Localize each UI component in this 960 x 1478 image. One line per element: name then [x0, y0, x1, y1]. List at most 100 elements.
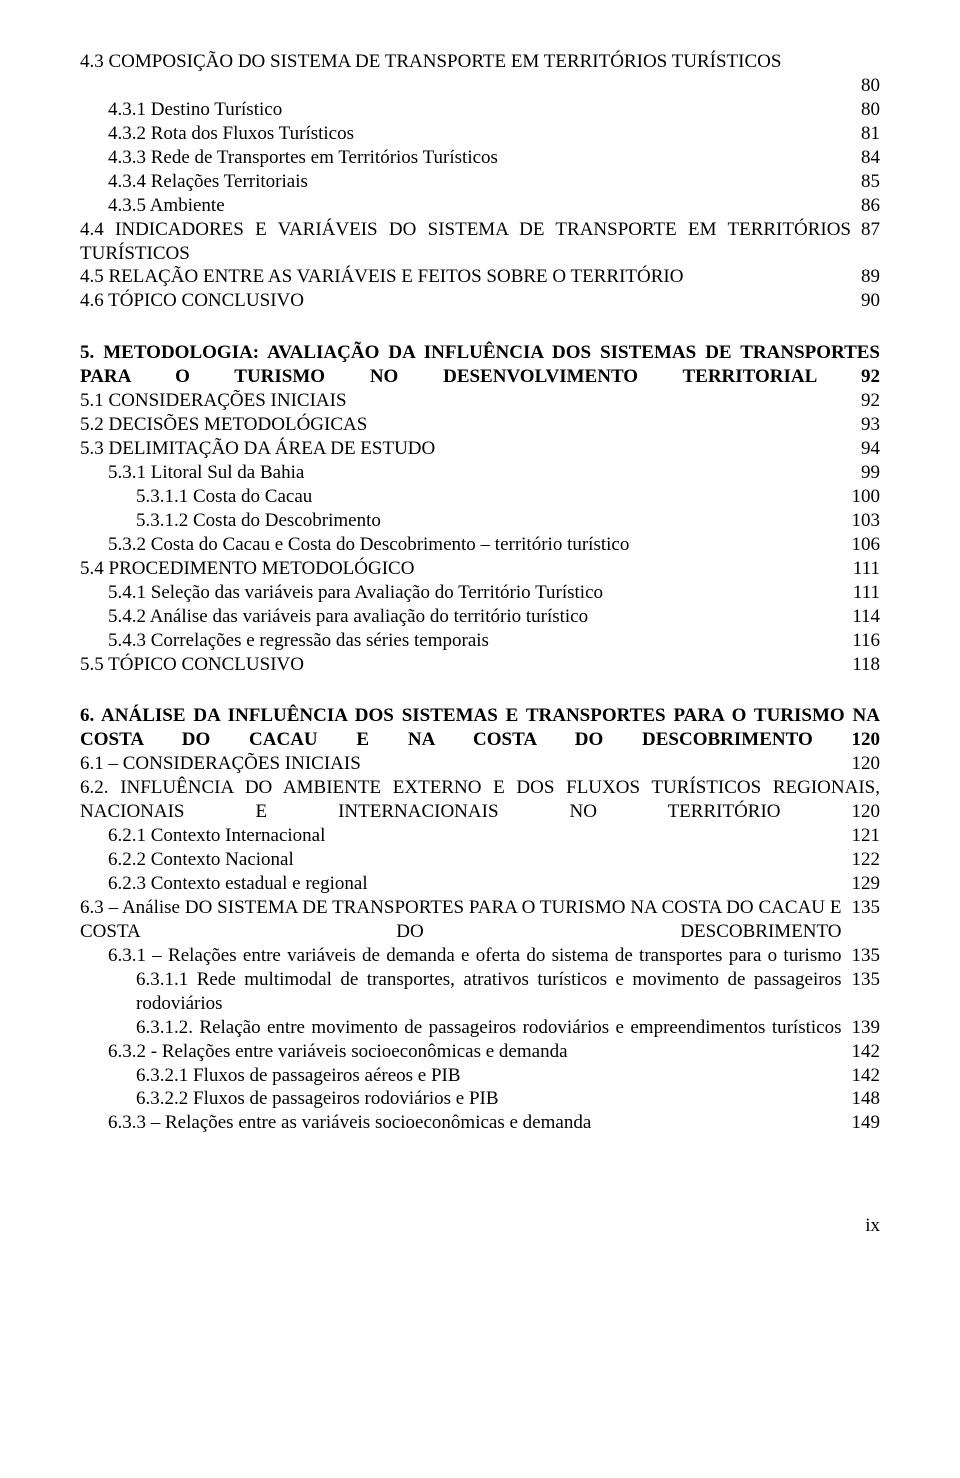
- toc-entry-page: 120: [842, 752, 881, 776]
- toc-entry: 5.1 CONSIDERAÇÕES INICIAIS92: [80, 389, 880, 413]
- toc-entry-label: 6.1 – CONSIDERAÇÕES INICIAIS: [80, 752, 842, 776]
- toc-entry-page: 111: [843, 581, 880, 605]
- toc-entry-label: 5.5 TÓPICO CONCLUSIVO: [80, 653, 842, 677]
- toc-entry-label: 6.2.2 Contexto Nacional: [108, 848, 842, 872]
- toc-entry: 5.4 PROCEDIMENTO METODOLÓGICO111: [80, 557, 880, 581]
- toc-entry: 6.3.2.2 Fluxos de passageiros rodoviário…: [80, 1087, 880, 1111]
- toc-entry: 5.4.3 Correlações e regressão das séries…: [80, 629, 880, 653]
- toc-entry-label: 4.3.2 Rota dos Fluxos Turísticos: [108, 122, 851, 146]
- toc-entry-page: 114: [842, 605, 880, 629]
- toc-entry: 5.2 DECISÕES METODOLÓGICAS93: [80, 413, 880, 437]
- toc-entry: 80: [80, 74, 880, 98]
- toc-entry: 5.4.1 Seleção das variáveis para Avaliaç…: [80, 581, 880, 605]
- toc-entry-page: 135: [842, 896, 881, 920]
- toc-entry-label: 5.4.2 Análise das variáveis para avaliaç…: [108, 605, 842, 629]
- toc-entry-label: 5.1 CONSIDERAÇÕES INICIAIS: [80, 389, 851, 413]
- toc-entry-label: 5.3.1.1 Costa do Cacau: [136, 485, 842, 509]
- toc-entry-label: 5. METODOLOGIA: AVALIAÇÃO DA INFLUÊNCIA …: [80, 341, 880, 389]
- toc-entry-page: 94: [851, 437, 880, 461]
- toc-entry-label: 4.5 RELAÇÃO ENTRE AS VARIÁVEIS E FEITOS …: [80, 265, 851, 289]
- toc-entry: 5.3.1 Litoral Sul da Bahia99: [80, 461, 880, 485]
- toc-entry-page: 92: [851, 389, 880, 413]
- toc-entry-page: 122: [842, 848, 881, 872]
- toc-entry-label: 4.3 COMPOSIÇÃO DO SISTEMA DE TRANSPORTE …: [80, 50, 880, 74]
- toc-entry-label: 6.2.1 Contexto Internacional: [108, 824, 842, 848]
- toc-section: 6. ANÁLISE DA INFLUÊNCIA DOS SISTEMAS E …: [80, 704, 880, 1135]
- toc-entry-page: 148: [842, 1087, 881, 1111]
- toc-entry-label: 6.3.1 – Relações entre variáveis de dema…: [108, 944, 842, 968]
- toc-entry-label: 4.6 TÓPICO CONCLUSIVO: [80, 289, 851, 313]
- toc-entry-page: 149: [842, 1111, 881, 1135]
- toc-entry: 5.4.2 Análise das variáveis para avaliaç…: [80, 605, 880, 629]
- toc-entry: 6.2.1 Contexto Internacional121: [80, 824, 880, 848]
- toc-entry: 4.3.2 Rota dos Fluxos Turísticos81: [80, 122, 880, 146]
- toc-entry: 4.6 TÓPICO CONCLUSIVO90: [80, 289, 880, 313]
- toc-entry-page: 135: [842, 968, 881, 992]
- toc-entry: 5.3 DELIMITAÇÃO DA ÁREA DE ESTUDO94: [80, 437, 880, 461]
- toc-entry: 6.2.3 Contexto estadual e regional129: [80, 872, 880, 896]
- toc-entry-label: 5.2 DECISÕES METODOLÓGICAS: [80, 413, 851, 437]
- toc-entry: 6.3.2.1 Fluxos de passageiros aéreos e P…: [80, 1064, 880, 1088]
- toc-entry-label: 4.3.1 Destino Turístico: [108, 98, 851, 122]
- toc-entry-page: 135: [842, 944, 881, 968]
- toc-entry-label: 6.2.3 Contexto estadual e regional: [108, 872, 842, 896]
- page-number-footer: ix: [80, 1215, 880, 1237]
- toc-entry-label: 4.4 INDICADORES E VARIÁVEIS DO SISTEMA D…: [80, 218, 851, 266]
- toc-entry-page: 93: [851, 413, 880, 437]
- toc-entry-page: 142: [842, 1064, 881, 1088]
- toc-entry-label: 6.3.1.1 Rede multimodal de transportes, …: [136, 968, 842, 1016]
- toc-entry: 6.3.2 - Relações entre variáveis socioec…: [80, 1040, 880, 1064]
- toc-entry: 4.3.1 Destino Turístico80: [80, 98, 880, 122]
- toc-entry: 5.3.1.2 Costa do Descobrimento103: [80, 509, 880, 533]
- toc-entry-label: 5.4.1 Seleção das variáveis para Avaliaç…: [108, 581, 843, 605]
- toc-entry-page: 129: [842, 872, 881, 896]
- toc-entry-page: 139: [842, 1016, 881, 1040]
- toc-entry-label: 5.3 DELIMITAÇÃO DA ÁREA DE ESTUDO: [80, 437, 851, 461]
- toc-entry-page: 118: [842, 653, 880, 677]
- toc-entry: 6.3 – Análise DO SISTEMA DE TRANSPORTES …: [80, 896, 880, 944]
- toc-entry: 5. METODOLOGIA: AVALIAÇÃO DA INFLUÊNCIA …: [80, 341, 880, 389]
- toc-entry-page: 85: [851, 170, 880, 194]
- toc-entry-page: 80: [851, 74, 880, 98]
- toc-entry-page: 121: [842, 824, 881, 848]
- toc-entry-page: 100: [842, 485, 881, 509]
- toc-entry: 4.3.3 Rede de Transportes em Territórios…: [80, 146, 880, 170]
- toc-entry: 5.5 TÓPICO CONCLUSIVO118: [80, 653, 880, 677]
- toc-entry: 4.3 COMPOSIÇÃO DO SISTEMA DE TRANSPORTE …: [80, 50, 880, 74]
- toc-entry: 4.3.4 Relações Territoriais85: [80, 170, 880, 194]
- toc-entry-label: 5.3.1.2 Costa do Descobrimento: [136, 509, 842, 533]
- toc-section: 5. METODOLOGIA: AVALIAÇÃO DA INFLUÊNCIA …: [80, 341, 880, 676]
- toc-entry: 6.3.1 – Relações entre variáveis de dema…: [80, 944, 880, 968]
- toc-entry: 4.4 INDICADORES E VARIÁVEIS DO SISTEMA D…: [80, 218, 880, 266]
- toc-entry: 5.3.2 Costa do Cacau e Costa do Descobri…: [80, 533, 880, 557]
- toc-entry: 6.2.2 Contexto Nacional122: [80, 848, 880, 872]
- toc-entry: 6. ANÁLISE DA INFLUÊNCIA DOS SISTEMAS E …: [80, 704, 880, 752]
- toc-entry-page: 80: [851, 98, 880, 122]
- toc-entry-label: 6.3.2 - Relações entre variáveis socioec…: [108, 1040, 842, 1064]
- toc-entry-page: 106: [842, 533, 881, 557]
- toc-entry: 5.3.1.1 Costa do Cacau100: [80, 485, 880, 509]
- toc-entry: 6.3.1.2. Relação entre movimento de pass…: [80, 1016, 880, 1040]
- toc-entry-label: 4.3.5 Ambiente: [108, 194, 851, 218]
- toc-entry-label: 6. ANÁLISE DA INFLUÊNCIA DOS SISTEMAS E …: [80, 704, 880, 752]
- toc-entry-page: 142: [842, 1040, 881, 1064]
- toc-entry-label: 5.3.2 Costa do Cacau e Costa do Descobri…: [108, 533, 842, 557]
- toc-entry-page: 90: [851, 289, 880, 313]
- toc-entry-page: 89: [851, 265, 880, 289]
- toc-entry-label: 6.2. INFLUÊNCIA DO AMBIENTE EXTERNO E DO…: [80, 776, 880, 824]
- toc-entry: 4.3.5 Ambiente86: [80, 194, 880, 218]
- toc-entry-page: 111: [843, 557, 880, 581]
- toc-entry-label: 6.3.1.2. Relação entre movimento de pass…: [136, 1016, 842, 1040]
- toc-entry: 6.2. INFLUÊNCIA DO AMBIENTE EXTERNO E DO…: [80, 776, 880, 824]
- toc-entry-page: 87: [851, 218, 880, 242]
- toc-entry-page: 84: [851, 146, 880, 170]
- toc-entry-page: 99: [851, 461, 880, 485]
- toc-entry-label: 6.3.2.2 Fluxos de passageiros rodoviário…: [136, 1087, 842, 1111]
- toc-entry-label: 5.4 PROCEDIMENTO METODOLÓGICO: [80, 557, 843, 581]
- toc-entry: 6.1 – CONSIDERAÇÕES INICIAIS120: [80, 752, 880, 776]
- toc-entry-page: 103: [842, 509, 881, 533]
- page-number-roman: ix: [865, 1215, 880, 1236]
- toc-entry-label: 6.3.2.1 Fluxos de passageiros aéreos e P…: [136, 1064, 842, 1088]
- toc-entry: 4.5 RELAÇÃO ENTRE AS VARIÁVEIS E FEITOS …: [80, 265, 880, 289]
- toc-entry: 6.3.1.1 Rede multimodal de transportes, …: [80, 968, 880, 1016]
